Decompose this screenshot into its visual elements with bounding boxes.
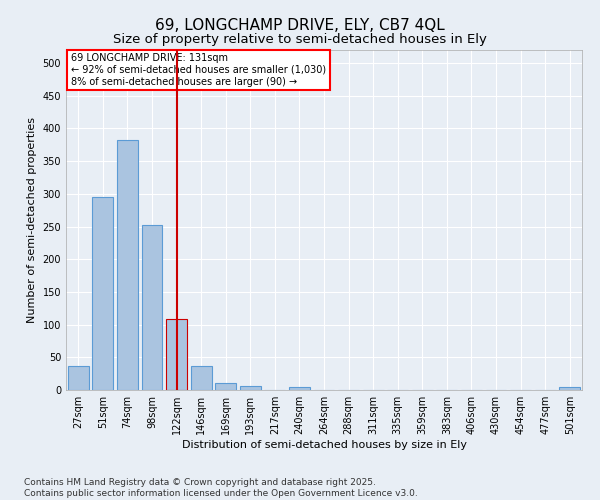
- X-axis label: Distribution of semi-detached houses by size in Ely: Distribution of semi-detached houses by …: [182, 440, 467, 450]
- Text: 69 LONGCHAMP DRIVE: 131sqm
← 92% of semi-detached houses are smaller (1,030)
8% : 69 LONGCHAMP DRIVE: 131sqm ← 92% of semi…: [71, 54, 326, 86]
- Bar: [68, 366, 89, 390]
- Text: Contains HM Land Registry data © Crown copyright and database right 2025.
Contai: Contains HM Land Registry data © Crown c…: [24, 478, 418, 498]
- Bar: [191, 366, 212, 390]
- Bar: [117, 140, 138, 390]
- Bar: [240, 386, 261, 390]
- Text: 69, LONGCHAMP DRIVE, ELY, CB7 4QL: 69, LONGCHAMP DRIVE, ELY, CB7 4QL: [155, 18, 445, 32]
- Bar: [142, 224, 163, 390]
- Bar: [559, 388, 580, 390]
- Bar: [92, 197, 113, 390]
- Bar: [166, 318, 187, 390]
- Bar: [289, 388, 310, 390]
- Y-axis label: Number of semi-detached properties: Number of semi-detached properties: [27, 117, 37, 323]
- Bar: [215, 384, 236, 390]
- Text: Size of property relative to semi-detached houses in Ely: Size of property relative to semi-detach…: [113, 32, 487, 46]
